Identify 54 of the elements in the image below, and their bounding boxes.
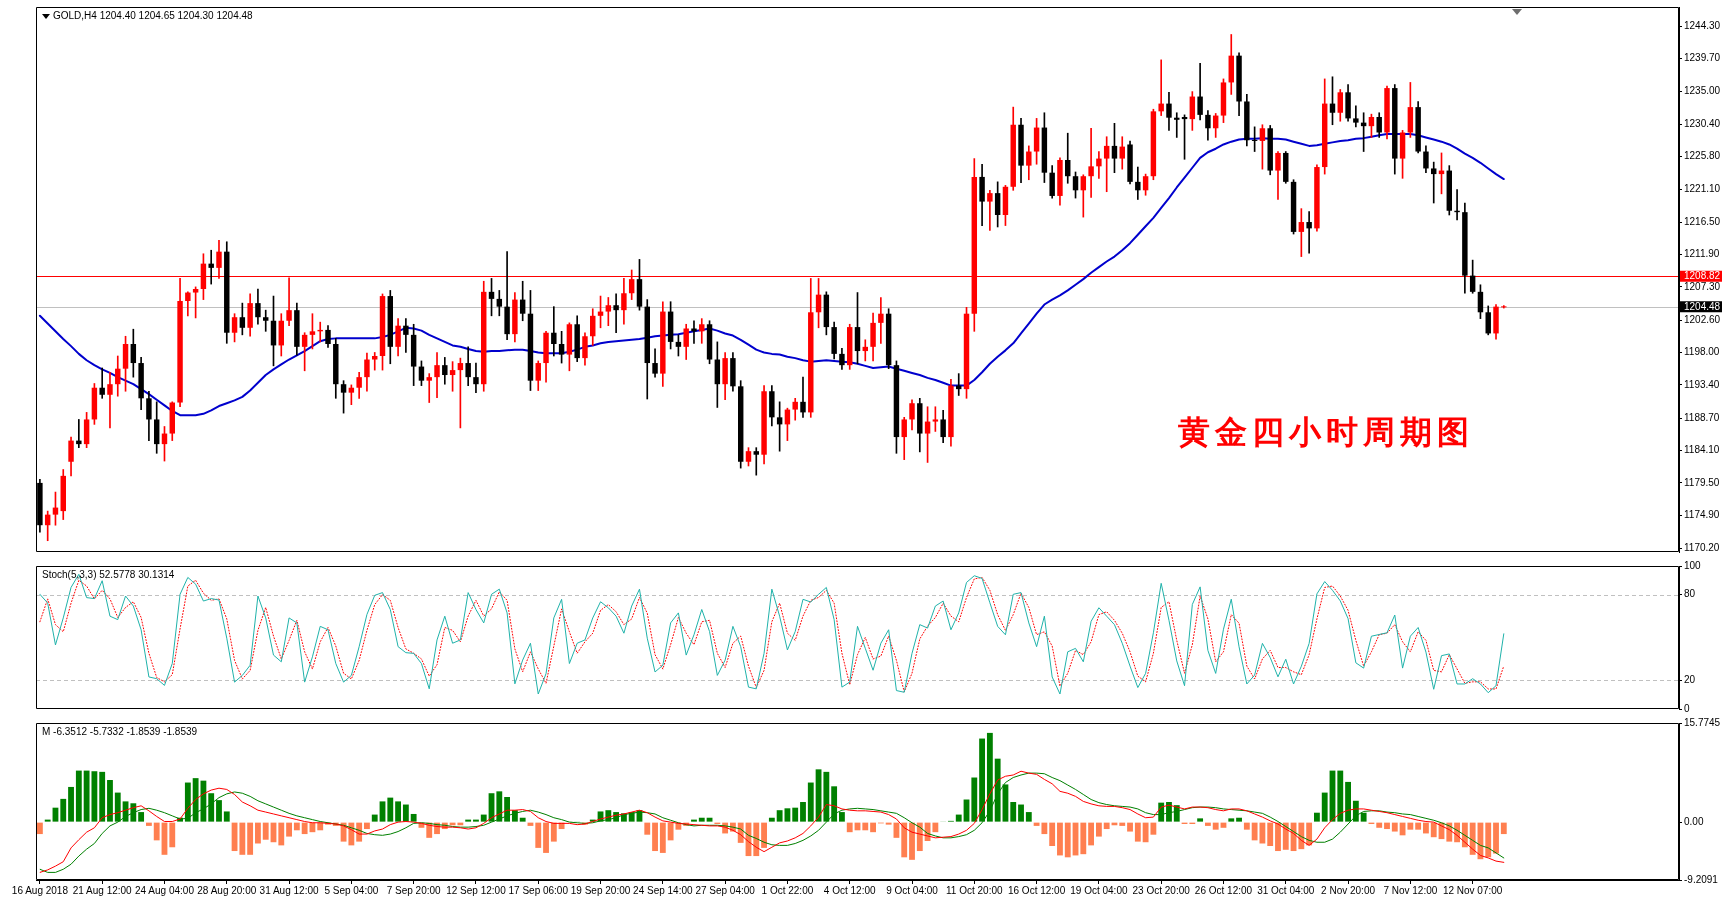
- chart-title: GOLD,H4 1204.40 1204.65 1204.30 1204.48: [53, 9, 254, 21]
- annotation: 黄金四小时周期图: [1177, 414, 1474, 450]
- x-tick-label: 21 Aug 12:00: [72, 884, 133, 896]
- x-tick-label: 23 Oct 20:00: [1132, 884, 1191, 896]
- y-tick-label: 1211.90: [1684, 248, 1720, 260]
- y-tick-label: 0: [1684, 702, 1690, 714]
- y-tick-label: 1184.10: [1684, 444, 1720, 456]
- x-tick-label: 7 Sep 20:00: [386, 884, 442, 896]
- x-tick-label: 31 Oct 04:00: [1257, 884, 1315, 896]
- y-tick-label: 1239.70: [1684, 52, 1721, 64]
- x-tick-label: 16 Oct 12:00: [1007, 884, 1066, 896]
- x-tick-label: 26 Oct 12:00: [1194, 884, 1253, 896]
- x-tick-label: 19 Sep 20:00: [570, 884, 631, 896]
- ref-line-label: 1208.82: [1684, 270, 1721, 282]
- y-tick-label: 1230.40: [1684, 117, 1721, 129]
- y-tick-label: 20: [1684, 674, 1696, 686]
- y-tick-label: 0.00: [1684, 815, 1704, 827]
- x-tick-label: 11 Oct 20:00: [946, 884, 1003, 896]
- y-tick-label: 1244.30: [1684, 19, 1721, 31]
- y-tick-label: 1235.00: [1684, 85, 1721, 97]
- y-tick-label: 1170.20: [1684, 542, 1720, 554]
- x-tick-label: 24 Aug 04:00: [135, 884, 195, 896]
- x-tick-label: 5 Sep 04:00: [324, 884, 379, 896]
- y-tick-label: 1207.30: [1684, 280, 1721, 292]
- x-tick-label: 12 Nov 07:00: [1442, 884, 1503, 896]
- y-tick-label: 1225.80: [1684, 150, 1721, 162]
- x-tick-label: 16 Aug 2018: [11, 884, 69, 896]
- y-tick-label: -9.2091: [1684, 873, 1719, 885]
- y-tick-label: 1193.40: [1684, 378, 1720, 390]
- x-tick-label: 7 Nov 12:00: [1383, 884, 1438, 896]
- y-tick-label: 15.7745: [1684, 716, 1721, 728]
- y-tick-label: 1174.90: [1684, 509, 1720, 521]
- y-tick-label: 80: [1684, 588, 1696, 600]
- x-tick-label: 4 Oct 12:00: [823, 884, 876, 896]
- y-tick-label: 1198.00: [1684, 346, 1720, 358]
- x-tick-label: 1 Oct 22:00: [761, 884, 814, 896]
- x-tick-label: 9 Oct 04:00: [886, 884, 939, 896]
- y-tick-label: 1216.50: [1684, 215, 1721, 227]
- x-tick-label: 12 Sep 12:00: [446, 884, 507, 896]
- y-tick-label: 100: [1684, 559, 1702, 571]
- x-tick-label: 31 Aug 12:00: [259, 884, 319, 896]
- x-tick-label: 19 Oct 04:00: [1070, 884, 1128, 896]
- chart-title: M -6.3512 -5.7332 -1.8539 -1.8539: [42, 725, 198, 737]
- y-tick-label: 1221.10: [1684, 183, 1721, 195]
- y-tick-label: 1179.50: [1684, 476, 1720, 488]
- x-tick-label: 24 Sep 14:00: [633, 884, 694, 896]
- x-tick-label: 17 Sep 06:00: [508, 884, 569, 896]
- x-tick-label: 2 Nov 20:00: [1321, 884, 1376, 896]
- y-tick-label: 1188.70: [1684, 411, 1720, 423]
- chart-title: Stoch(5,3,3) 52.5778 30.1314: [42, 568, 175, 580]
- ref-line-label: 1204.48: [1684, 301, 1721, 313]
- x-tick-label: 28 Aug 20:00: [197, 884, 257, 896]
- x-tick-label: 27 Sep 04:00: [695, 884, 756, 896]
- y-tick-label: 1202.60: [1684, 313, 1721, 325]
